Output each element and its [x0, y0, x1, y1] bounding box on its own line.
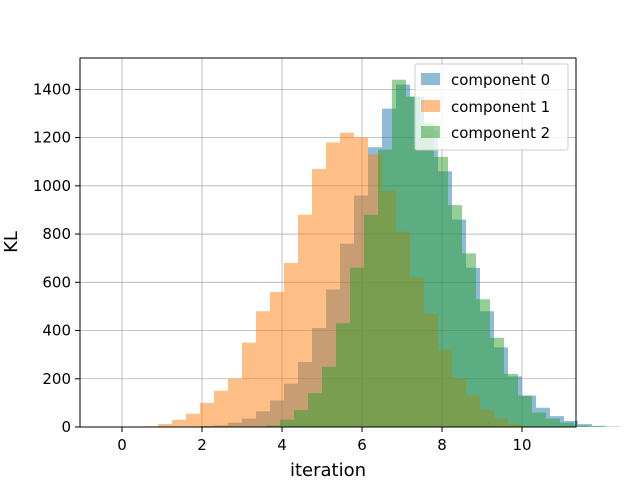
histogram-bar	[228, 378, 242, 427]
histogram-bar	[490, 337, 504, 427]
histogram-bar	[476, 299, 490, 427]
histogram-bar	[200, 402, 214, 427]
histogram-bar	[312, 168, 326, 428]
histogram-bar	[532, 412, 546, 427]
bars	[144, 79, 620, 428]
y-axis-ticks: 0 200 400 600 800 1000 1200 1400	[33, 80, 80, 436]
legend-label-component-2: component 2	[451, 124, 550, 142]
y-tick-label: 800	[42, 225, 71, 243]
legend: component 0 component 1 component 2	[414, 63, 569, 151]
y-tick-label: 1200	[33, 129, 71, 147]
histogram-bar	[322, 366, 336, 427]
x-tick-label: 10	[512, 436, 531, 454]
histogram-bar	[172, 419, 186, 427]
series-2	[252, 79, 602, 428]
histogram-bar	[294, 410, 308, 427]
histogram-bar	[546, 418, 560, 427]
legend-box	[414, 63, 569, 151]
histogram-bar	[560, 422, 574, 427]
histogram-bar	[378, 149, 392, 427]
histogram-bar	[256, 311, 270, 427]
histogram-bar	[308, 393, 322, 427]
x-tick-label: 6	[357, 436, 367, 454]
x-tick-label: 0	[117, 436, 127, 454]
legend-swatch-component-1	[421, 100, 440, 112]
histogram-bar	[462, 253, 476, 427]
y-tick-label: 400	[42, 322, 71, 340]
y-tick-label: 1000	[33, 177, 71, 195]
y-tick-label: 200	[42, 370, 71, 388]
legend-label-component-1: component 1	[451, 98, 550, 116]
histogram-bar	[574, 425, 588, 427]
histogram-bar	[434, 156, 448, 427]
legend-label-component-0: component 0	[451, 71, 550, 89]
histogram-bar	[266, 425, 280, 427]
histogram-bar	[518, 395, 532, 427]
histogram-bar	[298, 214, 312, 427]
histogram-bar	[448, 205, 462, 427]
histogram-bar	[592, 425, 606, 427]
x-tick-label: 2	[197, 436, 207, 454]
histogram-bar	[364, 214, 378, 427]
histogram-bar	[392, 79, 406, 428]
legend-swatch-component-0	[421, 73, 440, 85]
histogram-bar	[186, 413, 200, 427]
y-tick-label: 1400	[33, 80, 71, 98]
plot-frame	[79, 57, 577, 428]
histogram-bar	[214, 390, 228, 427]
histogram-bar	[242, 342, 256, 427]
histogram-bar	[284, 263, 298, 427]
x-tick-label: 4	[277, 436, 287, 454]
histogram-bar	[420, 123, 434, 427]
y-tick-label: 0	[61, 418, 71, 436]
y-axis-label: KL	[1, 231, 22, 253]
histogram-bar	[350, 267, 364, 427]
x-axis-ticks: 0 2 4 6 8 10	[117, 427, 532, 454]
x-axis-label: iteration	[290, 460, 366, 480]
histogram-bar	[504, 373, 518, 427]
y-tick-label: 600	[42, 273, 71, 291]
x-tick-label: 8	[437, 436, 447, 454]
legend-swatch-component-2	[421, 126, 440, 138]
histogram-bar	[270, 291, 284, 427]
histogram-bar	[336, 323, 350, 427]
histogram-bar	[280, 419, 294, 427]
histogram-bar	[158, 424, 172, 427]
histogram-bar	[406, 96, 420, 428]
